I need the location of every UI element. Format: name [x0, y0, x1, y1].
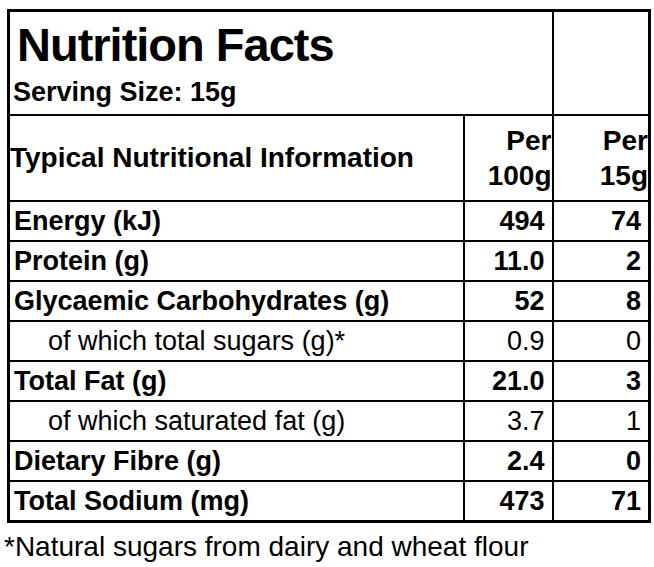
row-value-per-100g: 21.0 — [464, 361, 553, 401]
row-value-per-15g: 71 — [553, 481, 650, 522]
table-row-total-sodium: Total Sodium (mg) 473 71 — [9, 481, 650, 522]
row-value-per-100g: 2.4 — [464, 441, 553, 481]
row-label: Energy (kJ) — [9, 201, 464, 241]
table-row-total-sugars: of which total sugars (g)* 0.9 0 — [9, 321, 650, 361]
column-header-per-15g: Per 15g — [553, 115, 650, 201]
page-title: Nutrition Facts — [10, 12, 552, 68]
table-row-saturated-fat: of which saturated fat (g) 3.7 1 — [9, 401, 650, 441]
row-label: of which saturated fat (g) — [9, 401, 464, 441]
footnote-text: *Natural sugars from dairy and wheat flo… — [4, 531, 528, 563]
row-value-per-100g: 11.0 — [464, 241, 553, 281]
row-value-per-100g: 494 — [464, 201, 553, 241]
row-value-per-15g: 3 — [553, 361, 650, 401]
nutrition-facts-label: Nutrition Facts Serving Size: 15g Typica… — [0, 0, 654, 567]
row-value-per-15g: 8 — [553, 281, 650, 321]
row-value-per-15g: 74 — [553, 201, 650, 241]
title-cell-content: Nutrition Facts Serving Size: 15g — [10, 12, 552, 114]
title-row: Nutrition Facts Serving Size: 15g — [9, 11, 650, 116]
table-row-protein: Protein (g) 11.0 2 — [9, 241, 650, 281]
row-label: Total Sodium (mg) — [9, 481, 464, 522]
title-empty-cell — [553, 11, 650, 116]
table-row-carbohydrates: Glycaemic Carbohydrates (g) 52 8 — [9, 281, 650, 321]
table-row-dietary-fibre: Dietary Fibre (g) 2.4 0 — [9, 441, 650, 481]
nutrition-table: Nutrition Facts Serving Size: 15g Typica… — [7, 9, 651, 523]
row-label: Dietary Fibre (g) — [9, 441, 464, 481]
row-label: Glycaemic Carbohydrates (g) — [9, 281, 464, 321]
row-value-per-15g: 1 — [553, 401, 650, 441]
row-value-per-15g: 0 — [553, 321, 650, 361]
row-label: Protein (g) — [9, 241, 464, 281]
row-label: of which total sugars (g)* — [9, 321, 464, 361]
row-value-per-100g: 3.7 — [464, 401, 553, 441]
row-value-per-100g: 473 — [464, 481, 553, 522]
column-header-name: Typical Nutritional Information — [9, 115, 464, 201]
column-header-row: Typical Nutritional Information Per 100g… — [9, 115, 650, 201]
row-label: Total Fat (g) — [9, 361, 464, 401]
table-row-energy: Energy (kJ) 494 74 — [9, 201, 650, 241]
row-value-per-15g: 0 — [553, 441, 650, 481]
row-value-per-100g: 0.9 — [464, 321, 553, 361]
column-header-per-100g: Per 100g — [464, 115, 553, 201]
table-row-total-fat: Total Fat (g) 21.0 3 — [9, 361, 650, 401]
serving-size-text: Serving Size: 15g — [10, 77, 552, 114]
row-value-per-15g: 2 — [553, 241, 650, 281]
row-value-per-100g: 52 — [464, 281, 553, 321]
title-cell: Nutrition Facts Serving Size: 15g — [9, 11, 553, 116]
